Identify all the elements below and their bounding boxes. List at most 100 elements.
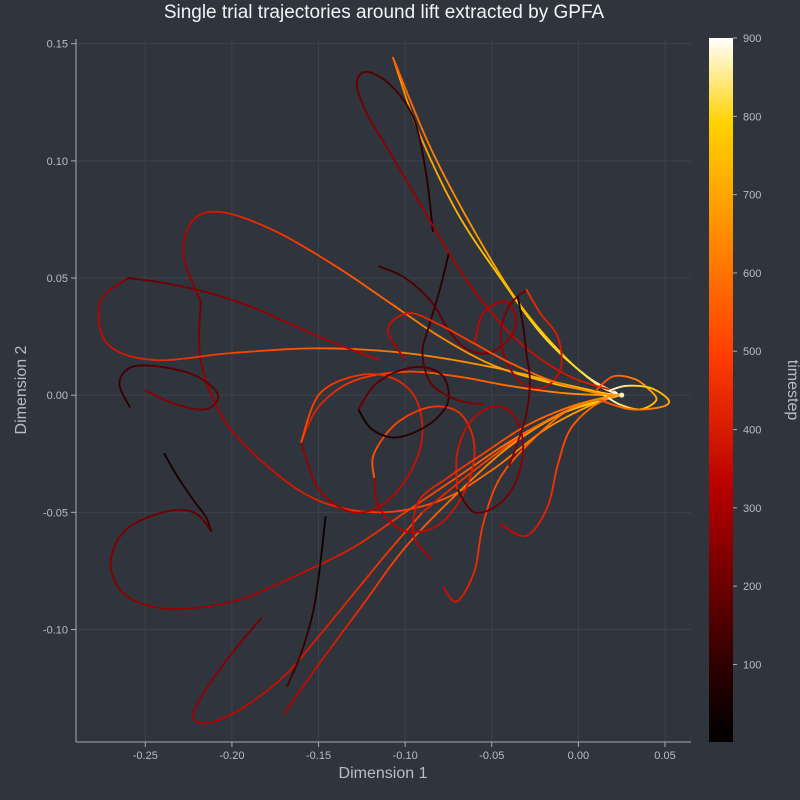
trajectory-segment (490, 366, 499, 370)
trajectory-segment (422, 522, 428, 529)
trajectory-segment (438, 178, 444, 186)
trajectory-segment (496, 367, 504, 371)
colorbar-tick-label: 400 (743, 425, 761, 437)
y-tick-label: 0.15 (47, 39, 68, 51)
trajectory-segment (501, 277, 507, 284)
trajectory-trial-20 (357, 366, 450, 439)
trajectory-segment (492, 262, 498, 270)
trajectory-segment (456, 211, 461, 219)
x-tick-label: -0.10 (393, 750, 418, 762)
trajectory-segment (454, 359, 464, 363)
trajectory-trial-30 (508, 295, 531, 467)
trajectory-segment (425, 518, 432, 525)
trajectory-segment (397, 70, 402, 79)
trajectory-segment (467, 219, 473, 227)
trajectory-segment (485, 251, 491, 259)
y-tick-label: 0.10 (47, 156, 68, 168)
trajectory-segment (461, 360, 470, 364)
colorbar (709, 38, 733, 742)
trajectory-segment (423, 354, 432, 358)
trajectory-segment (461, 207, 466, 216)
trajectory-segment (379, 349, 388, 353)
trajectory-segment (376, 358, 381, 361)
trajectory-segment (499, 277, 505, 284)
trajectory-segment (400, 76, 405, 85)
trajectory-segment (448, 184, 454, 193)
trajectory-segment (470, 224, 476, 233)
colorbar-label: timestep (784, 360, 800, 421)
trajectory-segment (183, 356, 192, 360)
trajectory-trial-24 (499, 394, 618, 538)
trajectory-segment (489, 256, 494, 264)
trajectory-segment (454, 196, 460, 205)
trajectory-trial-11 (163, 452, 213, 532)
trajectory-segment (490, 263, 496, 271)
trajectory-trial-7 (127, 277, 381, 361)
colorbar-tick-label: 200 (743, 581, 761, 593)
x-tick-label: -0.15 (306, 750, 331, 762)
trajectory-segment (482, 246, 488, 254)
trajectory-segment (410, 352, 419, 356)
trajectory-segment (433, 166, 438, 175)
trajectory-segment (487, 259, 492, 266)
trajectory-segment (464, 213, 470, 222)
trajectory-segment (433, 511, 440, 517)
y-ticks: 0.15 0.10 0.05 0.00 -0.05 -0.10 (43, 39, 76, 637)
trajectory-segment (444, 489, 451, 495)
trajectory-segment (502, 281, 508, 288)
x-axis-label: Dimension 1 (339, 765, 428, 782)
y-tick-label: -0.10 (43, 625, 68, 637)
trajectory-trial-19 (371, 405, 476, 534)
x-ticks: -0.25 -0.20 -0.15 -0.10 -0.05 0.00 0.05 (133, 742, 676, 762)
trajectory-segment (442, 357, 451, 361)
trajectory-segment (435, 356, 445, 360)
trajectory-segment (483, 254, 489, 262)
trajectory-trial-17 (300, 370, 621, 443)
trajectory-segment (447, 195, 453, 203)
trajectory-segment (468, 231, 474, 239)
attractor-point (619, 392, 625, 398)
trajectory-segment (201, 354, 210, 358)
trajectory-segment (144, 389, 148, 392)
colorbar-tick-label: 600 (743, 268, 761, 280)
trajectory-trial-5 (198, 300, 618, 514)
trajectory-segment (391, 350, 400, 354)
colorbar-tick-label: 700 (743, 190, 761, 202)
trajectory-segment (425, 148, 430, 157)
trajectory-segment (498, 272, 504, 280)
trajectory-segment (422, 143, 428, 151)
trajectory-segment (405, 90, 411, 100)
x-tick-label: 0.05 (654, 750, 675, 762)
trajectory-segment (417, 120, 423, 130)
trajectory-segment (439, 166, 445, 175)
colorbar-tick-label: 300 (743, 503, 761, 515)
trajectory-segment (493, 268, 499, 275)
chart-title: Single trial trajectories around lift ex… (164, 2, 605, 23)
trajectory-segment (477, 245, 483, 253)
plot-area (76, 39, 691, 742)
trajectory-segment (433, 154, 438, 163)
y-tick-label: 0.00 (47, 390, 68, 402)
trajectory-segment (496, 272, 502, 279)
trajectory-segment (448, 485, 455, 492)
trajectory-segment (457, 202, 463, 210)
trajectory-trial-28 (386, 312, 621, 397)
trajectory-segment (286, 683, 289, 687)
trajectory-segment (427, 141, 433, 151)
trajectory-segment (444, 189, 450, 198)
trajectory-segment (495, 267, 501, 275)
trajectory-segment (172, 358, 181, 361)
trajectory-segment (402, 89, 407, 98)
trajectory-segment (357, 407, 360, 411)
grid-lines (76, 39, 691, 742)
trajectory-trial-8 (118, 364, 220, 411)
trajectory-segment (189, 356, 198, 359)
trajectory-trial-22 (378, 265, 517, 355)
trajectory-segment (479, 363, 488, 367)
x-tick-label: -0.05 (479, 750, 504, 762)
trajectory-segment (471, 236, 477, 243)
trajectory-segment (430, 160, 436, 169)
trajectory-trial-27 (598, 384, 670, 411)
